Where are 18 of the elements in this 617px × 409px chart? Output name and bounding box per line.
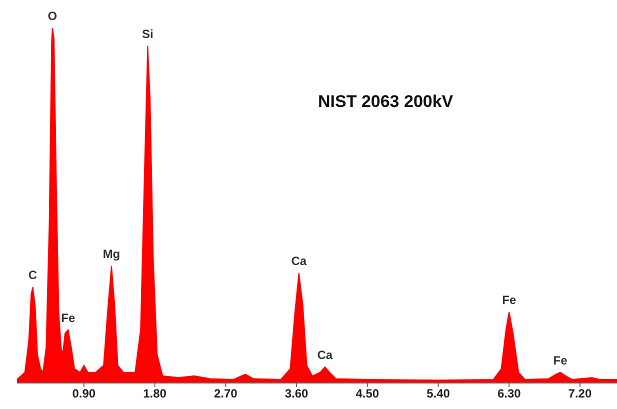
annotation: Fe	[553, 353, 568, 368]
x-tick-label: 0.90	[72, 386, 96, 401]
annotation: NIST 2063 200kV	[318, 92, 454, 112]
annotation: Si	[142, 26, 154, 41]
annotation: Ca	[317, 348, 333, 362]
annotation: Mg	[102, 246, 120, 261]
annotation: O	[48, 9, 58, 23]
x-tick-label: 5.40	[426, 386, 450, 401]
x-tick-label: 7.20	[568, 386, 592, 401]
x-tick-label: 1.80	[143, 386, 167, 401]
annotation: C	[28, 268, 38, 282]
annotation: Fe	[502, 293, 516, 307]
annotation: Fe	[61, 310, 76, 325]
x-tick-label: 6.30	[497, 386, 522, 401]
x-tick-label: 2.70	[214, 386, 238, 401]
annotation: Ca	[291, 254, 307, 268]
x-tick-label: 3.60	[284, 386, 309, 401]
x-tick-label: 4.50	[356, 386, 380, 401]
